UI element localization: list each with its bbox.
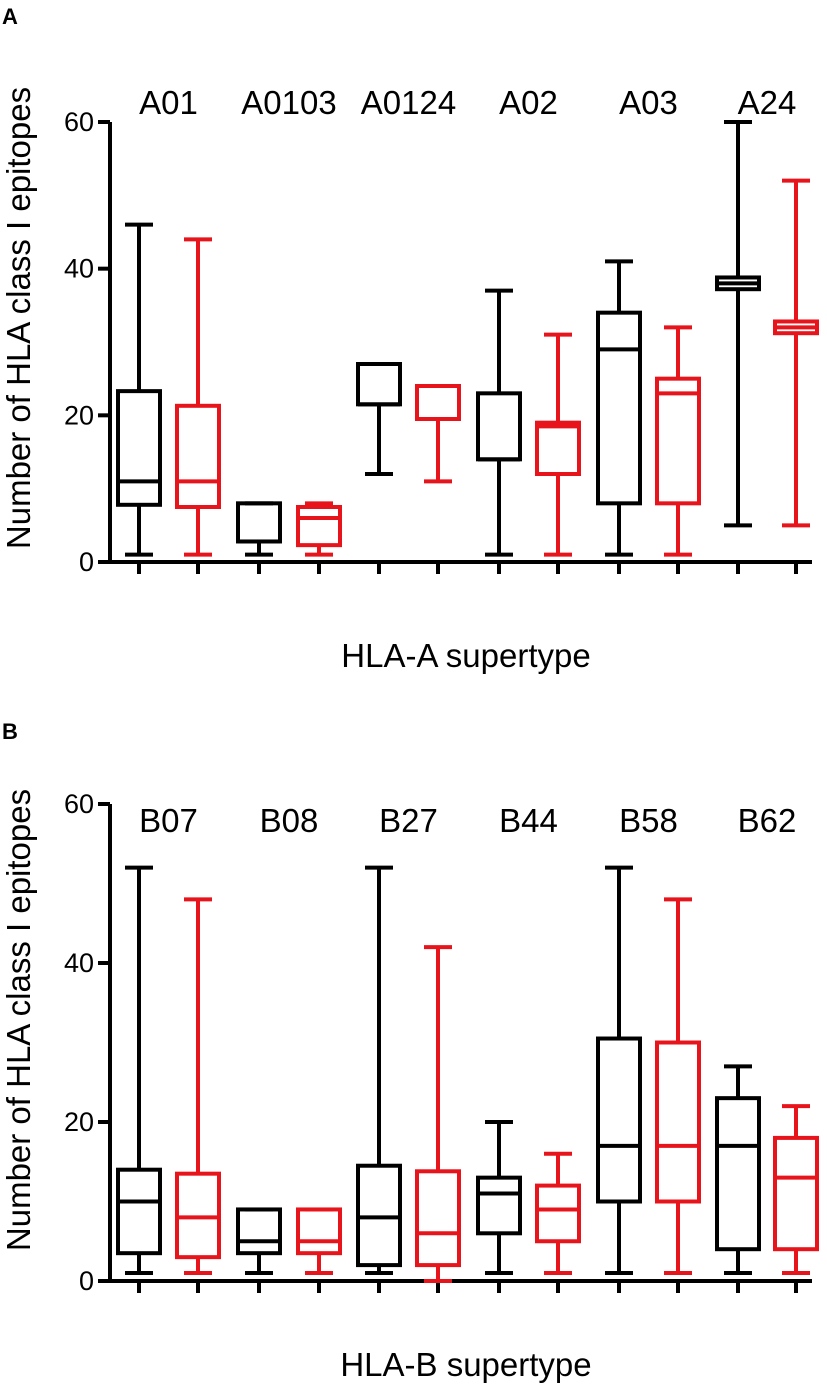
box-b07-black [116,865,162,1276]
panel-letter: B [2,719,18,744]
y-axis-label: Number of HLA class I epitopes [0,789,37,1251]
y-tick-label: 40 [64,948,94,978]
y-tick-label: 0 [79,547,94,577]
box-b08-black [236,1207,282,1276]
group-label: B62 [738,802,797,839]
box-a0103-red [296,501,342,557]
group-label: A01 [139,84,198,121]
iqr-box [655,376,701,506]
box-a02-red [535,332,581,557]
box-b27-black [356,865,402,1276]
iqr-box [236,501,282,544]
y-tick-label: 40 [64,254,94,284]
panel-letter: A [2,4,18,29]
y-tick-label: 20 [64,400,94,430]
iqr-box [415,384,461,421]
box-b07-red [175,897,221,1276]
group-label: A0124 [361,84,456,121]
box-b58-black [596,865,642,1276]
iqr-box [175,403,221,509]
y-axis-label: Number of HLA class I epitopes [0,87,37,549]
box-a0124-red [415,384,461,484]
iqr-box [535,420,581,476]
box-a24-black [715,120,761,528]
box-a02-black [476,288,522,557]
iqr-box [476,391,522,462]
y-tick-label: 60 [64,789,94,819]
box-b62-black [715,1064,761,1276]
box-a03-black [596,259,642,557]
box-a0103-black [236,501,282,557]
box-b44-black [476,1120,522,1276]
group-label: B27 [379,802,438,839]
group-label: B08 [260,802,319,839]
iqr-box [596,310,642,506]
group-label: B07 [139,802,198,839]
iqr-box [715,1096,761,1252]
box-a03-red [655,325,701,557]
iqr-box [535,1183,581,1244]
x-axis-label: HLA-A supertype [341,637,590,674]
iqr-box [116,1167,162,1256]
iqr-box [476,1175,522,1236]
x-axis-label: HLA-B supertype [340,1346,591,1383]
box-b08-red [296,1207,342,1276]
y-tick-label: 20 [64,1107,94,1137]
panel-b: B 0 20 40 60 Number of HLA class I epitopes HL… [0,719,819,1383]
group-label: A0103 [241,84,336,121]
y-tick-label: 60 [64,107,94,137]
box-b58-red [655,897,701,1276]
box-b44-red [535,1151,581,1276]
iqr-box [296,505,342,548]
box-b62-red [773,1104,819,1276]
group-label: B44 [499,802,558,839]
box-a24-red [773,178,819,528]
box-a0124-black [356,362,402,476]
group-label: A24 [738,84,797,121]
iqr-box [596,1036,642,1204]
group-label: B58 [619,802,678,839]
iqr-box [773,1135,819,1252]
group-label: A02 [499,84,558,121]
y-tick-label: 0 [79,1266,94,1296]
iqr-box [356,362,402,407]
iqr-box [116,389,162,507]
iqr-box [296,1207,342,1256]
box-a01-black [116,222,162,557]
box-b27-red [415,945,461,1283]
iqr-box [415,1169,461,1268]
group-label: A03 [619,84,678,121]
iqr-box [655,1040,701,1204]
iqr-box [236,1207,282,1256]
box-a01-red [175,237,221,557]
